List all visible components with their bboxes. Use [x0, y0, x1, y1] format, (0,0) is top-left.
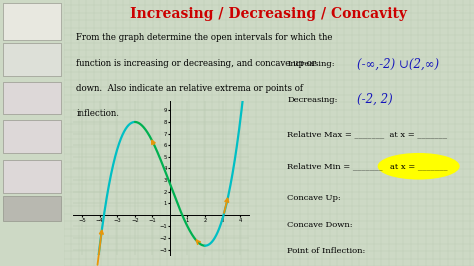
Text: Concave Up:: Concave Up:: [287, 194, 341, 202]
Text: down.  Also indicate an relative extrema or points of: down. Also indicate an relative extrema …: [76, 84, 303, 93]
Text: Increasing:: Increasing:: [287, 60, 335, 68]
Bar: [2, 82, 62, 114]
Bar: [2, 43, 62, 76]
Text: Relative Max = _______  at x = _______: Relative Max = _______ at x = _______: [287, 130, 447, 138]
Bar: [2, 120, 62, 153]
Text: (-∞,-2) ∪(2,∞): (-∞,-2) ∪(2,∞): [357, 57, 439, 70]
Text: Point of Inflection:: Point of Inflection:: [287, 247, 366, 255]
Text: Relative Min = _______: Relative Min = _______: [287, 162, 383, 170]
Bar: [2, 196, 62, 221]
Text: From the graph determine the open intervals for which the: From the graph determine the open interv…: [76, 33, 333, 42]
Ellipse shape: [378, 153, 460, 180]
Bar: [2, 3, 62, 40]
Text: Increasing / Decreasing / Concavity: Increasing / Decreasing / Concavity: [130, 7, 408, 21]
Text: at x = _______: at x = _______: [390, 162, 447, 170]
Text: inflection.: inflection.: [76, 109, 119, 118]
Text: (-2, 2): (-2, 2): [357, 93, 393, 106]
Text: Decreasing:: Decreasing:: [287, 96, 338, 104]
Text: function is increasing or decreasing, and concave up or: function is increasing or decreasing, an…: [76, 59, 316, 68]
Text: Concave Down:: Concave Down:: [287, 221, 353, 229]
Bar: [2, 160, 62, 193]
